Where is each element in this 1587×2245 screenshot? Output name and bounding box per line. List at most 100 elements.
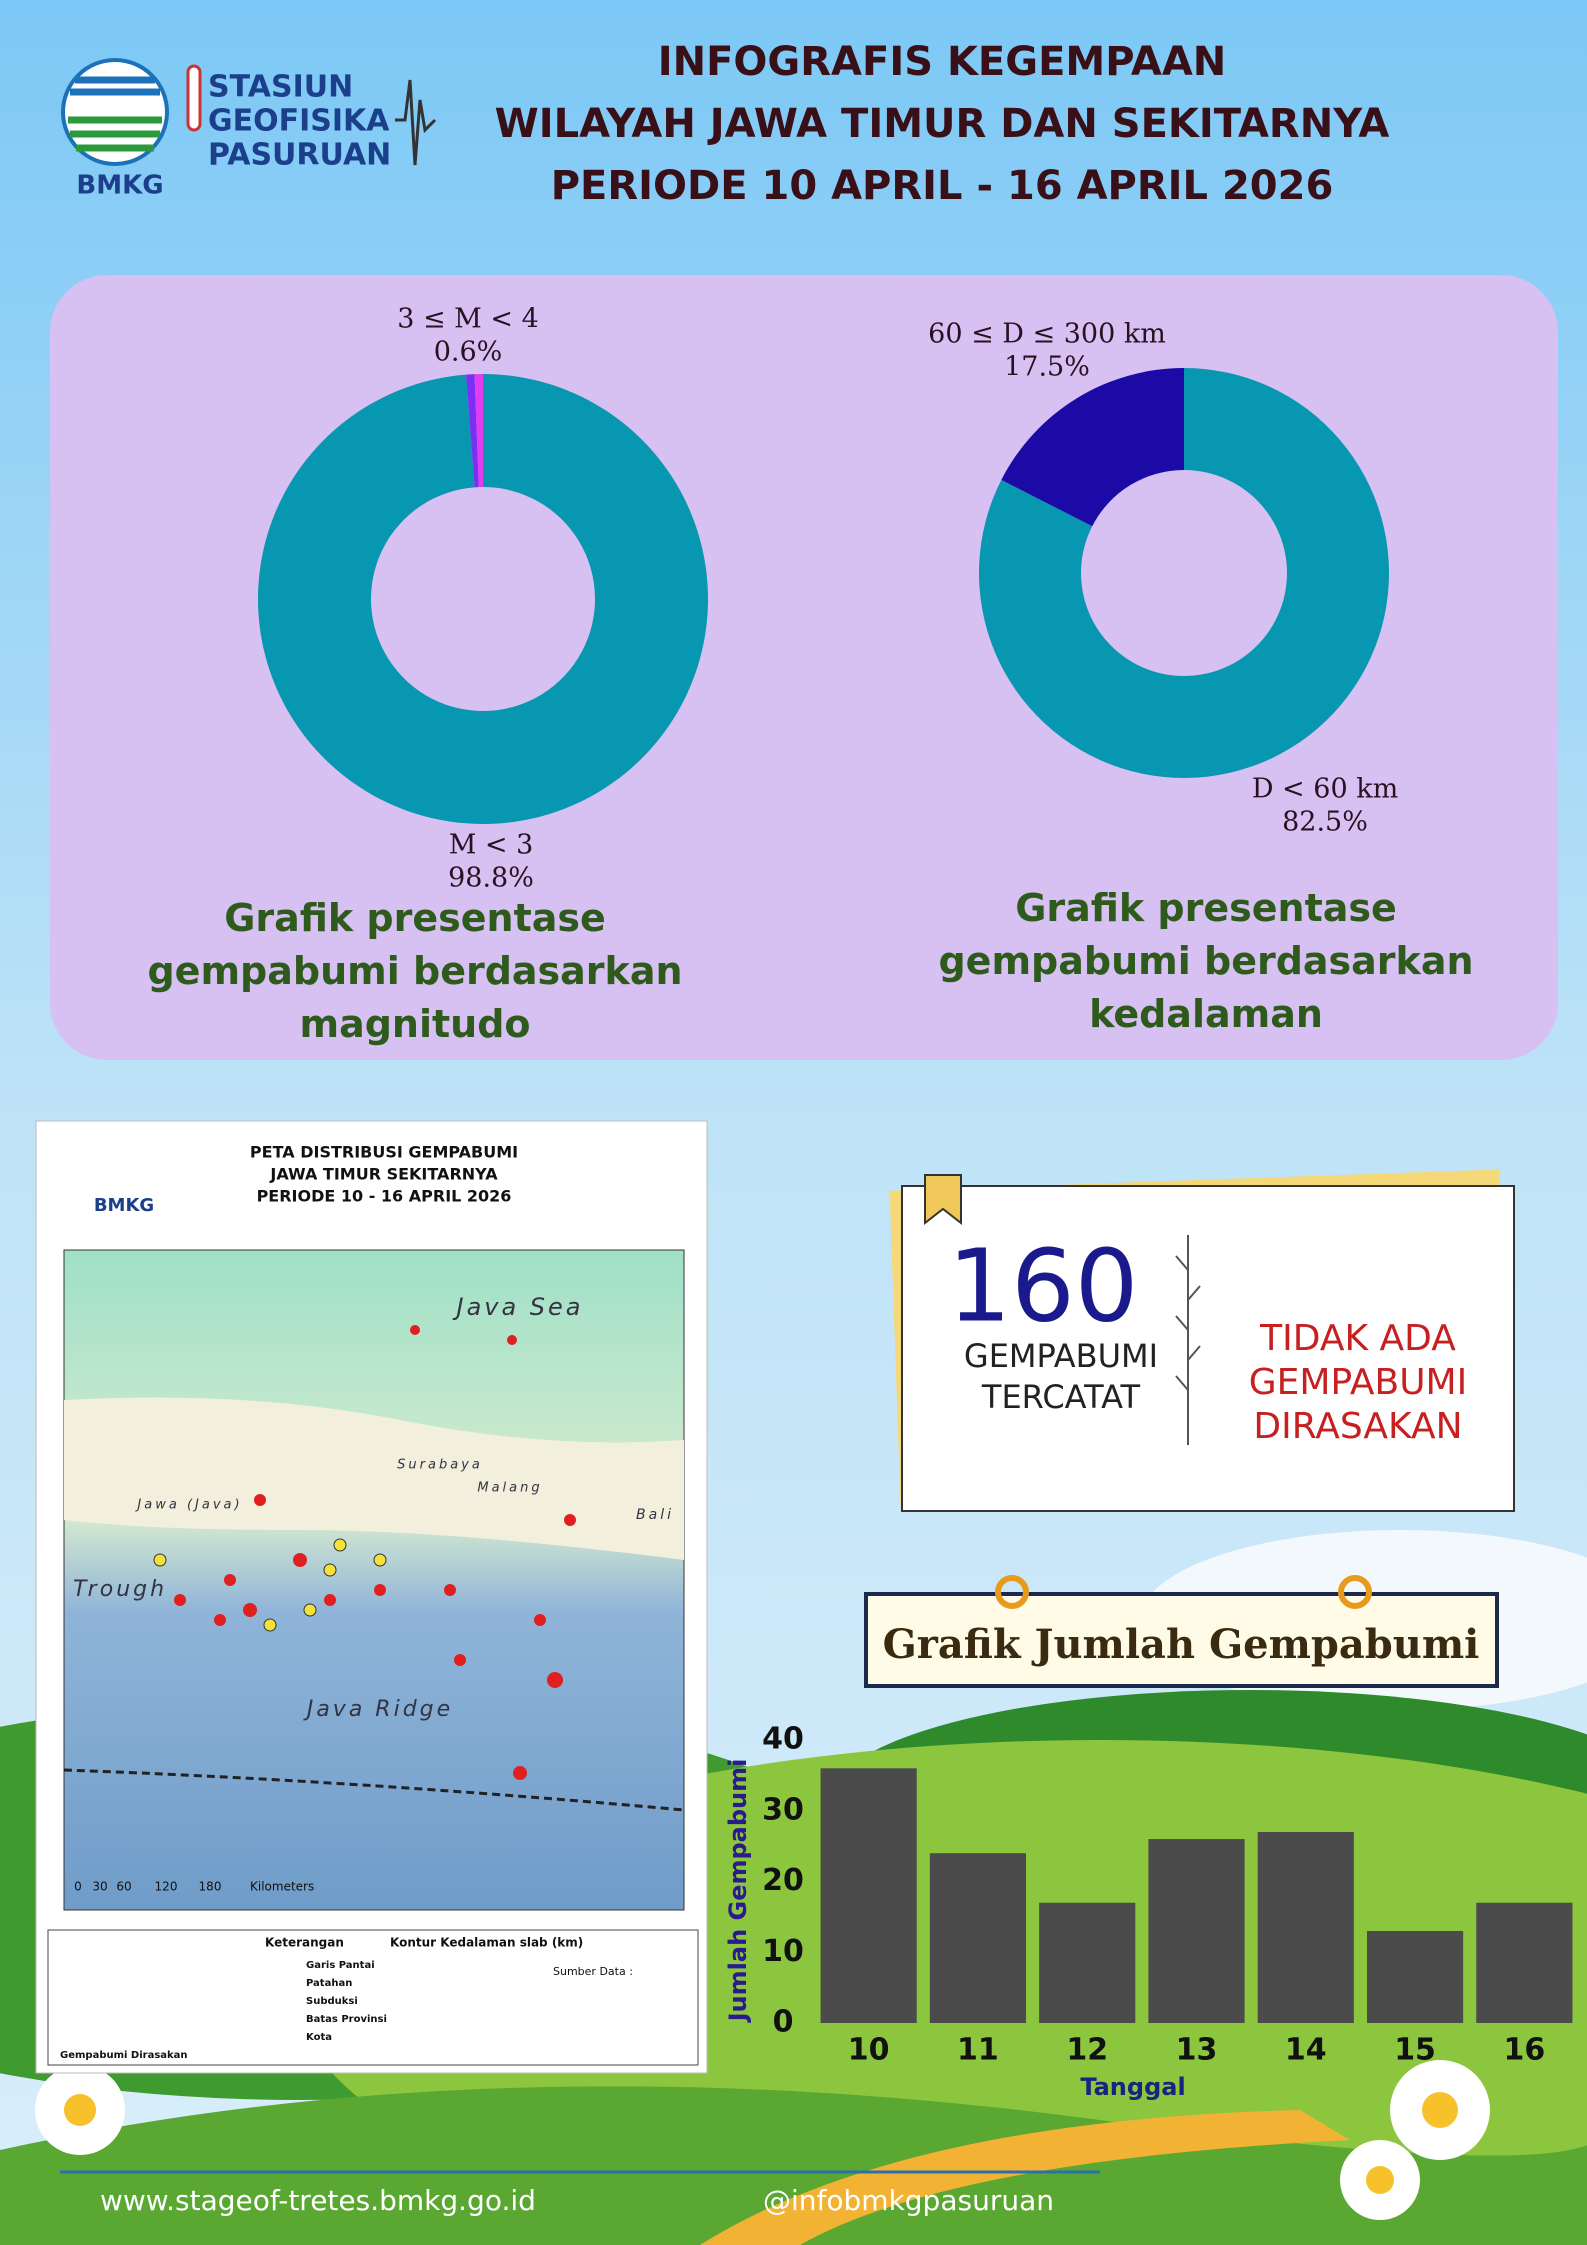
legend-title: Kontur Kedalaman slab (km) [390, 1936, 583, 1950]
map-place: Jawa (Java) [134, 1498, 242, 1513]
flower [64, 2094, 96, 2126]
map-scale: 120 [155, 1880, 178, 1894]
bookmark [924, 1174, 962, 1226]
donut-slice [258, 373, 709, 825]
y-tick-label: 30 [762, 1792, 804, 1827]
bar [1257, 1831, 1354, 2023]
map-scale: 180 [199, 1880, 222, 1894]
y-tick-label: 40 [762, 1722, 804, 1757]
chart-title: Grafik presentase gempabumi berdasarkan … [938, 886, 1474, 1036]
flower [1422, 2092, 1458, 2128]
donut-slice [978, 368, 1389, 778]
map-title: PERIODE 10 - 16 APRIL 2026 [257, 1187, 512, 1206]
map-legend [47, 1929, 699, 2066]
map-place: Trough [73, 1577, 167, 1602]
x-tick-label: 13 [1176, 2033, 1218, 2068]
map-scale: 0 [74, 1880, 82, 1894]
slice-label: 60 ≤ D ≤ 300 km [928, 319, 1166, 350]
path [700, 2110, 1350, 2245]
page-title: WILAYAH JAWA TIMUR DAN SEKITARNYA [495, 101, 1390, 147]
slice-value: 98.8% [448, 863, 534, 894]
x-tick-label: 11 [957, 2033, 999, 2068]
map-place: Java Ridge [303, 1697, 453, 1722]
y-tick-label: 0 [773, 2005, 794, 2040]
page-title: INFOGRAFIS KEGEMPAAN [658, 39, 1227, 85]
slice-label: 3 ≤ M < 4 [397, 304, 539, 335]
y-axis-label: Jumlah Gempabumi [724, 1759, 752, 2024]
map-place: Surabaya [397, 1458, 483, 1473]
flower [1366, 2166, 1394, 2194]
felt-label: GEMPABUMI [1249, 1362, 1467, 1403]
map-scale: Kilometers [250, 1880, 314, 1894]
legend-item: Gempabumi Dirasakan [60, 2050, 188, 2061]
land [64, 1397, 684, 1560]
seismo [395, 79, 437, 166]
count-label: TERCATAT [981, 1378, 1141, 1416]
legend-item: Subduksi [306, 1996, 358, 2007]
bar [1039, 1902, 1136, 2023]
x-tick-label: 12 [1066, 2033, 1108, 2068]
felt-label: DIRASAKAN [1253, 1406, 1462, 1447]
ornament [1175, 1235, 1201, 1445]
logo [70, 76, 160, 96]
slice-value: 17.5% [1004, 352, 1090, 383]
x-tick-label: 16 [1503, 2033, 1545, 2068]
bar [1476, 1902, 1573, 2023]
footer-social: @infobmkgpasuruan [763, 2184, 1054, 2217]
logo-text: GEOFISIKA [208, 104, 390, 139]
y-tick-label: 10 [762, 1934, 804, 1969]
map [63, 1249, 685, 1911]
map-place: Java Sea [452, 1293, 583, 1321]
chart-title: Grafik Jumlah Gempabumi [883, 1621, 1480, 1668]
card [901, 1185, 1515, 1512]
logo [68, 116, 162, 152]
bar [929, 1853, 1027, 2023]
count-label: GEMPABUMI [964, 1337, 1158, 1375]
subduction [63, 1768, 685, 1812]
map-scale: 30 [92, 1880, 107, 1894]
slice-label: D < 60 km [1252, 774, 1398, 805]
map-title: PETA DISTRIBUSI GEMPABUMI [250, 1143, 518, 1162]
bar [1148, 1839, 1245, 2023]
legend-title: Sumber Data : [553, 1965, 633, 1978]
donut-slice [466, 374, 479, 488]
quake-dots [153, 1538, 387, 1632]
donut-slice [1001, 368, 1184, 527]
x-tick-label: 15 [1394, 2033, 1436, 2068]
y-tick-label: 20 [762, 1863, 804, 1898]
logo-text: STASIUN [208, 70, 353, 105]
ring [1338, 1575, 1372, 1609]
logo [61, 58, 169, 166]
title-box [864, 1592, 1499, 1688]
map-place: Bali [636, 1507, 674, 1523]
map-place: Malang [477, 1481, 542, 1496]
quake-dots [174, 1325, 576, 1780]
x-tick-label: 10 [848, 2033, 890, 2068]
page-title: PERIODE 10 APRIL - 16 APRIL 2026 [551, 163, 1334, 209]
map-title: JAWA TIMUR SEKITARNYA [269, 1165, 498, 1184]
grass [0, 2086, 1587, 2245]
legend-item: Kota [306, 2032, 332, 2043]
x-axis-label: Tanggal [1080, 2073, 1185, 2101]
thermometer [186, 64, 202, 132]
bar [820, 1768, 917, 2023]
ring [995, 1575, 1029, 1609]
slice-value: 82.5% [1282, 807, 1368, 838]
slice-value: 0.6% [434, 337, 503, 368]
donut-slice [474, 374, 483, 488]
logo-text: PASURUAN [208, 138, 391, 173]
legend-item: Patahan [306, 1978, 352, 1989]
x-tick-label: 14 [1285, 2033, 1327, 2068]
legend-item: Batas Provinsi [306, 2014, 387, 2025]
count: 160 [948, 1227, 1139, 1344]
chart-title: Grafik presentase gempabumi berdasarkan … [147, 896, 683, 1046]
legend-title: Keterangan [265, 1936, 344, 1950]
slice-label: M < 3 [449, 830, 534, 861]
footer-link: www.stageof-tretes.bmkg.go.id [100, 2184, 536, 2217]
bar [1366, 1931, 1464, 2023]
felt-label: TIDAK ADA [1259, 1318, 1456, 1359]
logo-text: BMKG [76, 171, 163, 201]
map-logo: BMKG [94, 1195, 154, 1216]
